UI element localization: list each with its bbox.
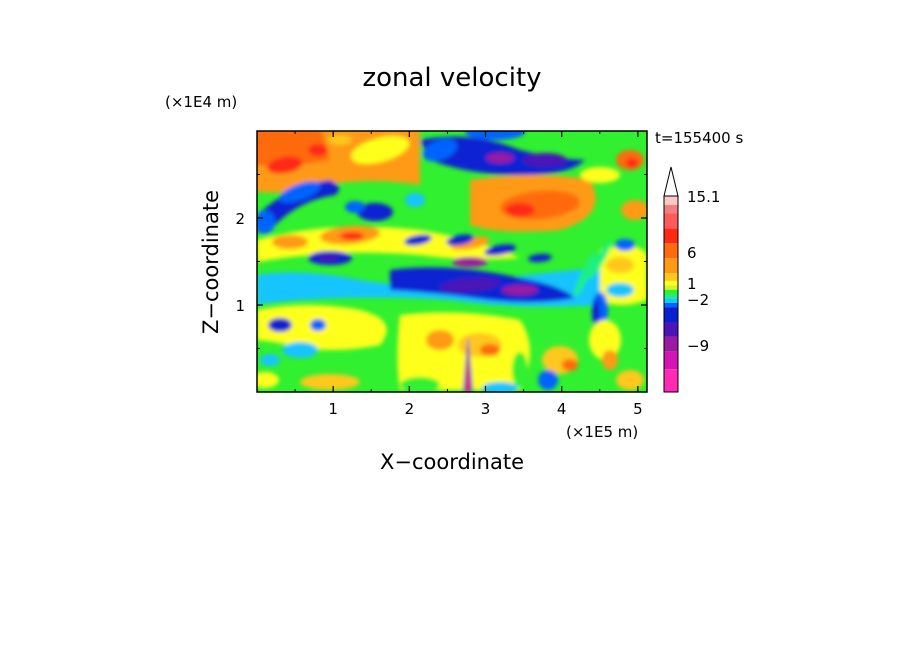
contour-blob xyxy=(580,167,620,183)
contour-blob xyxy=(318,255,338,261)
contour-blob xyxy=(452,257,488,267)
contour-blob xyxy=(589,320,621,360)
contour-blob xyxy=(260,354,280,366)
colorbar-swatch xyxy=(664,196,678,205)
contour-blob xyxy=(404,234,432,246)
colorbar-label: 15.1 xyxy=(687,188,720,206)
colorbar-swatch xyxy=(664,243,678,259)
x-axis-unit: (×1E5 m) xyxy=(566,423,638,441)
colorbar-swatch xyxy=(664,285,678,290)
contour-field xyxy=(257,131,647,392)
contour-blob xyxy=(257,210,275,234)
contour-blob xyxy=(272,235,308,249)
contour-blob xyxy=(268,318,292,332)
x-axis-label: X−coordinate xyxy=(380,450,524,474)
contour-blob xyxy=(606,257,634,273)
y-tick-label: 1 xyxy=(235,297,245,315)
colorbar-swatch xyxy=(664,213,678,229)
contour-band xyxy=(257,180,339,233)
colorbar-swatch xyxy=(664,369,678,392)
x-tick-label: 4 xyxy=(557,400,567,418)
colorbar-label: 6 xyxy=(687,244,697,262)
contour-band xyxy=(257,131,330,166)
contour-blob xyxy=(528,253,552,263)
x-tick-label: 1 xyxy=(328,400,338,418)
y-axis-unit: (×1E4 m) xyxy=(165,93,237,111)
contour-blob xyxy=(486,153,514,163)
contour-blob xyxy=(615,239,635,251)
contour-blob xyxy=(282,342,318,358)
contour-blob xyxy=(422,138,458,162)
contour-blob xyxy=(484,244,516,256)
colorbar-swatch xyxy=(664,280,678,286)
contour-blob xyxy=(562,359,578,371)
contour-blob xyxy=(621,200,647,220)
contour-blob xyxy=(592,298,600,326)
colorbar-swatch xyxy=(664,294,678,299)
contour-blob xyxy=(308,144,328,156)
colorbar-swatch xyxy=(664,336,678,352)
contour-blob xyxy=(400,377,440,392)
contour-blob xyxy=(512,352,528,388)
contour-blob xyxy=(267,156,303,174)
y-ticks: 12 xyxy=(235,174,647,349)
contour-band xyxy=(466,345,470,392)
contour-blob xyxy=(538,370,558,390)
x-ticks: 1 2 3 4 5 xyxy=(294,131,643,418)
chart-title: zonal velocity xyxy=(362,63,541,93)
contour-blob xyxy=(505,203,535,217)
contour-blob xyxy=(279,181,321,203)
contour-blobs xyxy=(257,131,647,392)
colorbar-overflow-arrow xyxy=(663,166,679,197)
contour-blob xyxy=(616,370,644,390)
contour-blob xyxy=(350,136,410,164)
colorbar-swatch xyxy=(664,289,678,294)
contour-blob xyxy=(588,240,612,280)
contour-blob xyxy=(426,330,454,350)
x-tick-label: 3 xyxy=(481,400,491,418)
contour-blob xyxy=(446,234,474,246)
contour-blob xyxy=(502,285,538,295)
y-tick-label: 2 xyxy=(235,210,245,228)
contour-blob xyxy=(340,232,364,240)
contour-blob xyxy=(345,201,365,213)
colorbar-swatch xyxy=(664,298,678,303)
colorbar-swatch xyxy=(664,351,678,370)
contour-blob xyxy=(440,277,500,293)
colorbar-swatch xyxy=(664,228,678,244)
colorbar-swatch xyxy=(664,302,678,308)
colorbar-label: −9 xyxy=(687,337,709,355)
contour-blob xyxy=(480,344,500,356)
contour-blob xyxy=(357,203,393,221)
contour-blob xyxy=(328,135,352,145)
colorbar-label: 1 xyxy=(687,275,697,293)
contour-blob xyxy=(602,350,618,370)
contour-blob xyxy=(300,374,360,390)
colorbar-swatch xyxy=(664,273,678,281)
colorbar-swatch xyxy=(664,307,678,322)
contour-blob xyxy=(405,193,425,207)
contour-blob xyxy=(573,252,597,298)
contour-blob xyxy=(523,153,567,167)
contour-blob xyxy=(482,382,518,392)
colorbar-swatch xyxy=(664,204,678,214)
x-tick-label: 5 xyxy=(633,400,643,418)
colorbar-label: −2 xyxy=(687,291,709,309)
contour-blob xyxy=(626,158,638,168)
y-axis-label: Z−coordinate xyxy=(199,190,223,334)
time-stamp: t=155400 s xyxy=(655,129,743,147)
colorbar-swatch xyxy=(664,258,678,273)
contour-blob xyxy=(310,319,326,331)
contour-blob xyxy=(257,372,279,388)
colorbar-swatch xyxy=(664,322,678,337)
contour-blob xyxy=(465,131,525,140)
x-tick-label: 2 xyxy=(405,400,415,418)
contour-blob xyxy=(606,283,634,297)
colorbar: 15.1 6 1−2 −9 xyxy=(663,166,720,393)
